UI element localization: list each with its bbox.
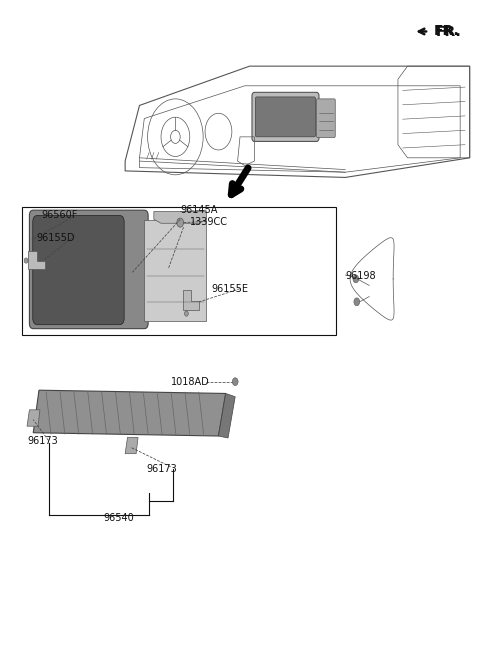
- Text: 96198: 96198: [345, 271, 376, 281]
- FancyBboxPatch shape: [252, 92, 319, 142]
- Text: 1018AD: 1018AD: [170, 377, 209, 386]
- Text: 96173: 96173: [147, 464, 178, 474]
- Text: 96155E: 96155E: [211, 284, 248, 294]
- FancyBboxPatch shape: [255, 97, 316, 137]
- Circle shape: [24, 258, 28, 263]
- FancyBboxPatch shape: [29, 210, 148, 329]
- Polygon shape: [182, 290, 199, 310]
- Circle shape: [177, 218, 183, 227]
- Text: 96560F: 96560F: [41, 211, 78, 220]
- Text: 96173: 96173: [27, 436, 58, 445]
- Polygon shape: [27, 410, 40, 426]
- FancyBboxPatch shape: [33, 215, 124, 325]
- Circle shape: [353, 275, 359, 283]
- Bar: [22, 207, 336, 335]
- Text: 96145A: 96145A: [180, 205, 217, 215]
- Polygon shape: [218, 394, 235, 438]
- Text: 1339CC: 1339CC: [190, 217, 228, 227]
- FancyBboxPatch shape: [317, 99, 335, 138]
- Text: FR.: FR.: [436, 25, 462, 39]
- Text: 96155D: 96155D: [36, 233, 75, 243]
- Polygon shape: [28, 251, 45, 269]
- Bar: [144, 220, 206, 321]
- Text: FR.: FR.: [434, 24, 459, 39]
- Polygon shape: [154, 211, 206, 223]
- Circle shape: [184, 311, 188, 316]
- Polygon shape: [125, 438, 138, 454]
- Polygon shape: [33, 390, 226, 436]
- Circle shape: [232, 378, 238, 386]
- Circle shape: [354, 298, 360, 306]
- Text: 96540: 96540: [104, 513, 134, 523]
